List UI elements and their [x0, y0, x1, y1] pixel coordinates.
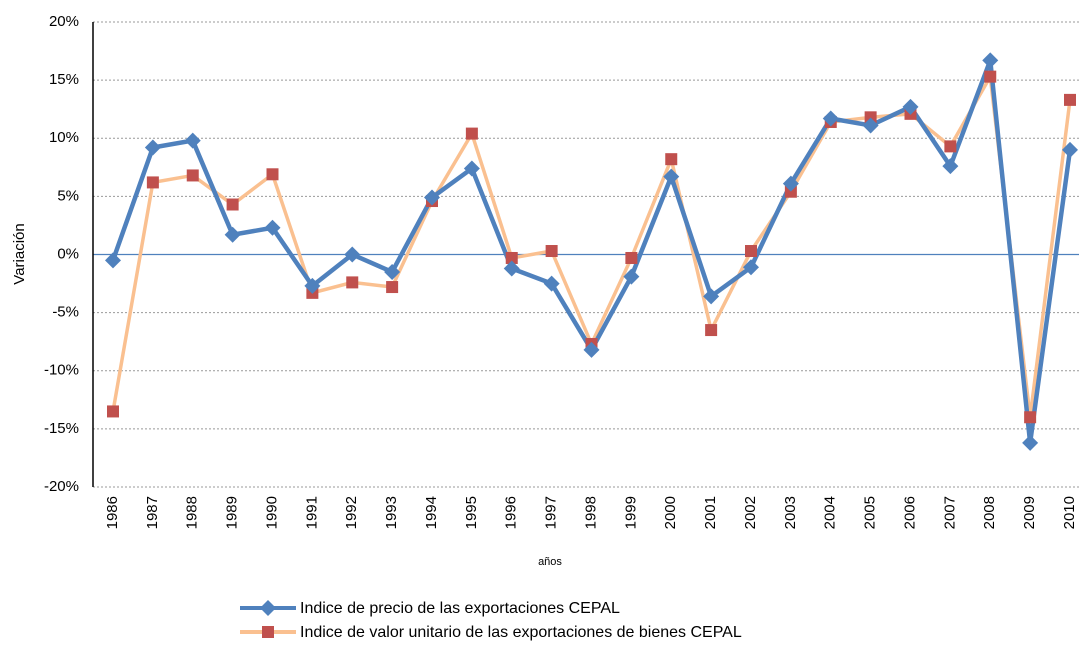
x-tick-label: 2010 [1061, 496, 1078, 529]
marker [942, 158, 959, 175]
y-tick-label: 10% [49, 129, 79, 146]
y-tick-label: 0% [57, 245, 79, 262]
marker [465, 127, 478, 140]
y-tick-label: -5% [52, 304, 79, 321]
marker [144, 139, 161, 156]
y-tick-label: -20% [44, 478, 79, 495]
y-tick-label: -15% [44, 420, 79, 437]
marker [944, 140, 957, 153]
x-tick-label: 2005 [862, 496, 879, 529]
marker [186, 169, 199, 182]
marker [1022, 434, 1039, 451]
marker [264, 219, 281, 236]
marker [625, 251, 638, 264]
x-tick-label: 2009 [1021, 496, 1038, 529]
marker [902, 98, 919, 115]
marker [304, 277, 321, 294]
marker [107, 405, 119, 418]
marker [745, 245, 757, 258]
marker [505, 251, 518, 264]
x-tick-label: 2001 [702, 496, 719, 529]
legend-label: Indice de precio de las exportaciones CE… [300, 600, 620, 617]
x-tick-label: 2004 [822, 496, 839, 529]
x-tick-label: 1999 [622, 496, 639, 529]
marker [226, 198, 239, 211]
marker [262, 626, 274, 638]
marker [982, 52, 999, 69]
marker [344, 246, 361, 263]
x-tick-label: 2008 [981, 496, 998, 529]
marker [784, 185, 797, 198]
x-tick-label: 1997 [543, 496, 560, 529]
marker [260, 600, 276, 616]
marker [384, 263, 401, 280]
marker [545, 245, 558, 258]
marker [862, 117, 879, 134]
legend-label: Indice de valor unitario de las exportac… [300, 624, 742, 641]
x-tick-label: 1994 [423, 496, 440, 529]
x-tick-label: 1998 [582, 496, 599, 529]
marker [386, 281, 399, 294]
y-tick-label: 20% [49, 13, 79, 30]
y-axis-label: Variación [11, 223, 28, 284]
marker [1064, 93, 1076, 106]
marker [184, 132, 201, 149]
marker [224, 226, 241, 243]
marker [743, 259, 759, 276]
y-tick-label: 15% [49, 71, 79, 88]
marker [703, 288, 720, 305]
marker [463, 160, 480, 177]
marker [346, 276, 359, 289]
marker [663, 168, 680, 185]
x-tick-label: 1996 [503, 496, 520, 529]
marker [543, 275, 560, 292]
y-tick-label: -10% [44, 362, 79, 379]
marker [1062, 141, 1078, 158]
x-tick-label: 1987 [144, 496, 161, 529]
x-tick-label: 1988 [184, 496, 201, 529]
x-tick-label: 1990 [263, 496, 280, 529]
x-tick-label: 2000 [662, 496, 679, 529]
marker [864, 111, 877, 124]
marker [583, 341, 600, 358]
x-tick-label: 2007 [941, 496, 958, 529]
x-tick-label: 2002 [742, 496, 759, 529]
marker [146, 176, 159, 189]
x-tick-label: 1992 [343, 496, 360, 529]
marker [105, 252, 121, 269]
marker [266, 168, 279, 181]
x-tick-label: 1986 [104, 496, 121, 529]
marker [503, 260, 520, 277]
y-tick-label: 5% [57, 187, 79, 204]
series-line [110, 59, 1073, 444]
marker [623, 268, 640, 285]
marker [822, 110, 839, 127]
x-tick-label: 1995 [463, 496, 480, 529]
x-tick-label: 2006 [901, 496, 918, 529]
marker [705, 324, 718, 337]
x-tick-label: 1989 [224, 496, 241, 529]
marker [665, 153, 678, 166]
x-tick-label: 1993 [383, 496, 400, 529]
x-tick-label: 2003 [782, 496, 799, 529]
marker [984, 70, 997, 83]
marker [782, 175, 799, 192]
marker [1024, 411, 1037, 424]
x-tick-label: 1991 [303, 496, 320, 529]
marker [424, 189, 440, 206]
x-axis-label: años [538, 556, 562, 568]
